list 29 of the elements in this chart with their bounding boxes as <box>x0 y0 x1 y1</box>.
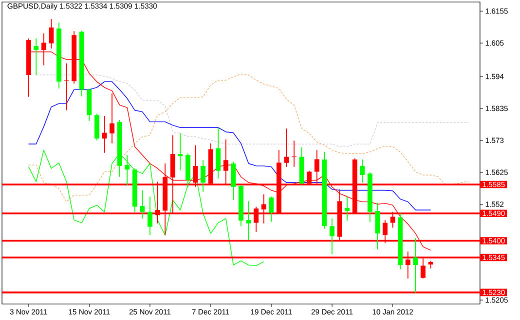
candlestick <box>79 30 84 97</box>
candlestick <box>330 218 334 255</box>
candlestick <box>185 153 190 188</box>
candlestick <box>200 160 206 192</box>
candlestick <box>284 128 289 168</box>
candlestick <box>322 151 327 230</box>
candlestick <box>375 202 380 250</box>
candlestick <box>86 88 92 122</box>
candlestick <box>231 161 236 200</box>
candlestick <box>344 196 350 222</box>
candlestick <box>368 172 372 222</box>
candlestick <box>102 116 107 154</box>
candlestick <box>34 38 39 76</box>
candlestick <box>148 196 152 236</box>
candlestick <box>413 238 418 294</box>
candlestick <box>246 200 251 241</box>
candlestick <box>48 18 54 49</box>
candlestick <box>132 168 138 212</box>
candlestick <box>299 146 304 185</box>
candlestick <box>398 212 403 270</box>
candlestick <box>110 93 114 144</box>
candlestick <box>124 154 130 186</box>
candlestick <box>238 184 244 227</box>
candlestick <box>94 113 100 141</box>
candlestick <box>268 196 274 222</box>
candlestick <box>360 159 365 184</box>
candlestick <box>140 190 145 219</box>
candlestick <box>56 22 62 89</box>
candlestick <box>216 127 221 179</box>
